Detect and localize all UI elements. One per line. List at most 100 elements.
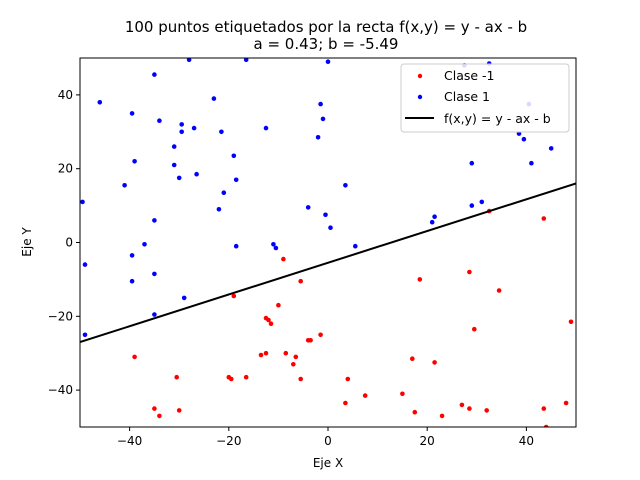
point-clase-neg1 [345, 376, 351, 382]
point-clase-neg1 [541, 406, 547, 411]
point-clase-neg1 [152, 406, 157, 411]
legend-marker-clase-1 [417, 94, 423, 100]
point-clase-1 [129, 253, 135, 258]
point-clase-1 [233, 243, 239, 249]
point-clase-1 [194, 171, 199, 177]
point-clase-1 [243, 58, 249, 63]
point-clase-neg1 [417, 277, 423, 282]
point-clase-1 [211, 96, 217, 101]
y-tick-label: 20 [58, 162, 73, 176]
point-clase-neg1 [362, 393, 368, 398]
point-clase-1 [132, 159, 137, 164]
point-clase-1 [216, 207, 222, 212]
legend-label-clase-neg1: Clase -1 [444, 68, 495, 83]
point-clase-1 [325, 59, 331, 64]
point-clase-1 [152, 218, 157, 223]
chart-subtitle: a = 0.43; b = -5.49 [254, 35, 399, 53]
point-clase-1 [479, 199, 485, 205]
point-clase-1 [152, 271, 157, 277]
point-clase-neg1 [132, 354, 137, 360]
point-clase-1 [179, 129, 184, 135]
point-clase-neg1 [258, 352, 264, 358]
point-clase-neg1 [400, 391, 405, 397]
point-clase-1 [176, 175, 182, 181]
point-clase-1 [305, 205, 311, 210]
y-axis-label: Eje Y [20, 227, 34, 257]
point-clase-1 [233, 177, 239, 183]
point-clase-1 [191, 125, 197, 131]
point-clase-neg1 [231, 293, 237, 299]
legend-label-line: f(x,y) = y - ax - b [444, 111, 551, 126]
point-clase-1 [529, 160, 534, 166]
point-clase-1 [186, 58, 192, 63]
point-clase-1 [181, 295, 187, 301]
legend: Clase -1 Clase 1 f(x,y) = y - ax - b [400, 63, 570, 133]
point-clase-neg1 [496, 288, 502, 293]
point-clase-neg1 [266, 317, 271, 323]
legend-marker-clase-neg1 [417, 73, 423, 79]
point-clase-neg1 [293, 354, 299, 360]
point-clase-neg1 [298, 278, 304, 284]
point-clase-1 [318, 101, 323, 107]
point-clase-neg1 [318, 332, 323, 338]
point-clase-neg1 [281, 256, 286, 262]
point-clase-1 [432, 214, 437, 219]
point-clase-1 [328, 225, 333, 230]
x-tick-label: −40 [117, 434, 142, 448]
point-clase-neg1 [432, 360, 437, 365]
point-clase-1 [263, 125, 269, 131]
y-axis-ticks: −40 −20 0 20 40 [48, 88, 80, 397]
point-clase-1 [323, 212, 328, 218]
point-clase-neg1 [268, 321, 274, 327]
plot-area [80, 58, 576, 427]
points-layer [80, 58, 574, 427]
point-clase-1 [152, 312, 157, 317]
point-clase-neg1 [563, 400, 569, 406]
point-clase-neg1 [243, 374, 249, 380]
legend-box [400, 63, 570, 133]
point-clase-neg1 [157, 413, 162, 419]
x-tick-label: 40 [519, 434, 534, 448]
point-clase-neg1 [543, 424, 549, 427]
point-clase-1 [179, 122, 184, 127]
point-clase-1 [353, 243, 358, 249]
point-clase-neg1 [176, 408, 182, 413]
point-clase-1 [315, 135, 321, 140]
decision-line [80, 182, 576, 344]
y-tick-label: 0 [65, 236, 73, 250]
y-tick-label: −40 [48, 383, 73, 397]
point-clase-1 [429, 219, 435, 225]
legend-label-clase-1: Clase 1 [444, 89, 490, 104]
point-clase-1 [271, 242, 276, 247]
point-clase-neg1 [276, 302, 281, 308]
point-clase-1 [219, 129, 224, 135]
point-clase-1 [521, 136, 527, 142]
point-clase-neg1 [467, 406, 472, 411]
point-clase-1 [152, 72, 157, 77]
point-clase-neg1 [467, 269, 472, 275]
point-clase-1 [157, 118, 162, 123]
point-clase-1 [469, 203, 475, 208]
x-tick-label: 0 [324, 434, 332, 448]
point-clase-1 [273, 245, 279, 251]
x-axis-label: Eje X [313, 456, 343, 470]
x-tick-label: 20 [420, 434, 435, 448]
point-clase-1 [469, 160, 475, 166]
point-clase-1 [171, 162, 177, 168]
point-clase-1 [221, 190, 227, 195]
point-clase-neg1 [459, 402, 465, 408]
point-clase-neg1 [298, 376, 304, 382]
x-tick-label: −20 [216, 434, 241, 448]
point-clase-1 [548, 146, 554, 151]
point-clase-1 [80, 199, 85, 205]
point-clase-neg1 [484, 408, 490, 413]
point-clase-1 [122, 183, 127, 188]
point-clase-neg1 [412, 409, 418, 415]
point-clase-1 [129, 111, 135, 116]
point-clase-neg1 [291, 362, 296, 367]
y-tick-label: 40 [58, 88, 73, 102]
point-clase-neg1 [308, 338, 313, 343]
point-clase-1 [97, 100, 103, 105]
point-clase-1 [343, 183, 348, 188]
